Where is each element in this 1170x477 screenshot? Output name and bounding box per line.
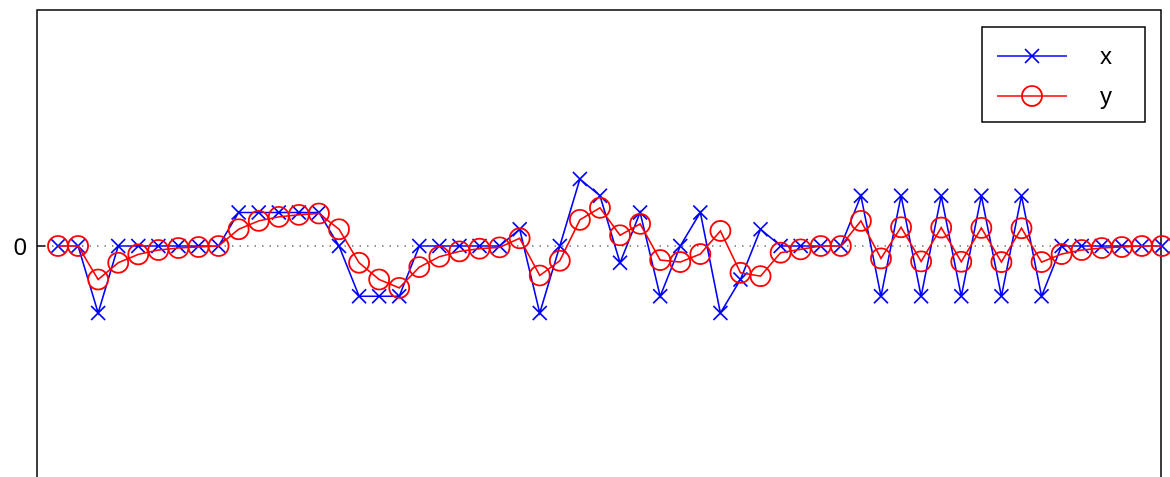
point-y (428, 245, 451, 268)
point-y (107, 251, 130, 274)
legend-label-y: y (1100, 83, 1112, 110)
point-y (207, 235, 230, 257)
point-y (1030, 251, 1053, 273)
point-x (612, 255, 628, 271)
point-x (672, 238, 688, 254)
point-x (1054, 238, 1070, 254)
point-x (291, 204, 307, 221)
point-y (388, 276, 411, 299)
point-x (492, 238, 508, 254)
point-x (351, 288, 367, 304)
point-x (251, 204, 267, 221)
point-x (110, 238, 126, 254)
point-x (692, 204, 708, 221)
point-x (1033, 288, 1050, 304)
point-x (170, 238, 187, 254)
point-x (712, 305, 728, 321)
point-x (752, 221, 769, 237)
point-x (953, 288, 969, 304)
point-y (328, 218, 350, 241)
point-y (749, 265, 772, 288)
point-x (1094, 238, 1110, 254)
point-x (371, 288, 387, 304)
point-x (331, 238, 347, 254)
point-y (910, 250, 933, 273)
point-x (773, 238, 789, 254)
point-y (67, 235, 89, 257)
point-y (408, 256, 431, 279)
point-x (592, 188, 608, 204)
point-x (130, 238, 146, 254)
legend-marker-x (1024, 48, 1040, 64)
point-y (348, 251, 370, 274)
legend-box (981, 26, 1146, 123)
point-y (950, 250, 973, 273)
point-x (632, 204, 648, 221)
point-x (1013, 188, 1030, 204)
point-x (90, 305, 106, 321)
point-x (873, 288, 889, 304)
point-x (1114, 238, 1130, 254)
point-x (913, 288, 929, 304)
point-y (227, 218, 250, 241)
point-x (973, 188, 989, 204)
y-tick-label: 0 (14, 234, 27, 261)
point-y (548, 249, 571, 272)
point-x (893, 188, 909, 204)
point-x (231, 204, 247, 221)
point-y (689, 243, 712, 265)
legend: xy (981, 26, 1146, 123)
point-y (508, 227, 531, 250)
point-y (568, 208, 591, 231)
point-x (732, 271, 749, 288)
point-x (190, 238, 207, 254)
point-y (890, 216, 912, 239)
point-x (411, 238, 427, 254)
series-x (50, 171, 1170, 321)
point-y (589, 196, 611, 219)
point-y (829, 235, 852, 257)
point-y (990, 251, 1013, 273)
legend-marker-y (1021, 85, 1043, 107)
point-x (532, 305, 548, 321)
series-line-y (58, 206, 1162, 289)
point-y (127, 243, 150, 266)
point-y (870, 247, 892, 270)
series-y (47, 196, 1170, 299)
point-x (652, 288, 668, 304)
point-y (1010, 217, 1033, 240)
legend-label-x: x (1100, 43, 1112, 70)
point-x (512, 221, 528, 237)
point-y (709, 220, 732, 242)
point-y (850, 209, 872, 232)
point-y (87, 268, 110, 291)
series-line-x (58, 177, 1162, 317)
point-x (391, 288, 407, 304)
point-y (970, 217, 993, 239)
point-y (930, 216, 953, 239)
y-axis-ticks: 0 (14, 234, 45, 261)
point-x (572, 171, 588, 187)
point-y (308, 202, 330, 225)
point-y (629, 212, 652, 235)
point-y (1151, 235, 1170, 257)
point-x (471, 238, 488, 254)
series-layer (47, 171, 1170, 321)
point-y (488, 236, 511, 259)
point-y (669, 251, 692, 273)
point-y (368, 268, 391, 291)
point-x (933, 188, 949, 204)
point-x (853, 188, 869, 204)
point-x (993, 288, 1009, 304)
point-y (609, 224, 631, 247)
point-y (528, 264, 551, 287)
